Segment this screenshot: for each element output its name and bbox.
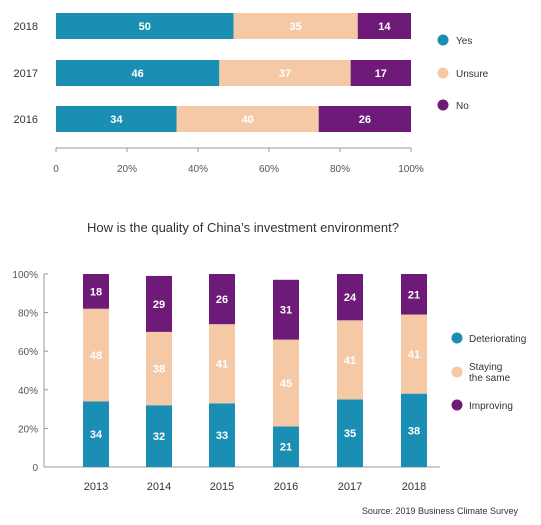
bottom-chart-title: How is the quality of China’s investment… [87, 220, 399, 235]
data-label-improving-2013: 18 [90, 286, 102, 298]
column-improving-2013 [83, 274, 109, 309]
data-label-deteriorating-2016: 21 [280, 442, 292, 454]
column-improving-2017 [337, 274, 363, 321]
bottom-y-tick-label-1: 20% [18, 424, 38, 435]
top-x-tick-label-2: 40% [188, 164, 208, 175]
legend-label-yes: Yes [456, 36, 472, 47]
bottom-stacked-column-chart: 0 20% 40% 60% 80% 100% 34 48 18 2013 32 38 29 2014 33 4… [12, 270, 526, 493]
data-label-improving-2016: 31 [280, 305, 292, 317]
bar-unsure-2016 [176, 106, 319, 132]
legend-marker-staying [451, 366, 463, 378]
bottom-y-tick-label-0: 0 [32, 463, 38, 474]
data-label-yes-2016: 34 [110, 114, 123, 126]
column-deteriorating-2014 [146, 405, 172, 467]
column-staying-2014 [146, 331, 172, 406]
bottom-y-tick-label-3: 60% [18, 347, 38, 358]
bottom-y-tick-label-4: 80% [18, 309, 38, 320]
data-label-yes-2017: 46 [132, 68, 144, 80]
x-tick-label-2016: 2016 [274, 481, 298, 493]
column-improving-2016 [273, 279, 299, 340]
data-label-staying-2015: 41 [216, 359, 228, 371]
column-staying-2013 [83, 308, 109, 402]
bar-no-2017 [350, 60, 411, 86]
bar-yes-2016 [56, 106, 177, 132]
row-label-2017: 2017 [14, 68, 38, 80]
data-label-staying-2014: 38 [153, 364, 165, 376]
bar-unsure-2018 [233, 13, 358, 39]
data-label-no-2016: 26 [359, 114, 371, 126]
bottom-y-tick-label-5: 100% [12, 270, 38, 281]
column-staying-2015 [209, 324, 235, 404]
bar-yes-2018 [56, 13, 234, 39]
data-label-unsure-2017: 37 [279, 68, 291, 80]
data-label-unsure-2016: 40 [242, 114, 254, 126]
legend-marker-unsure [437, 67, 449, 79]
column-deteriorating-2018 [401, 393, 427, 467]
data-label-staying-2018: 41 [408, 349, 420, 361]
bar-unsure-2017 [219, 60, 351, 86]
column-deteriorating-2013 [83, 401, 109, 467]
data-label-deteriorating-2017: 35 [344, 428, 356, 440]
data-label-improving-2014: 29 [153, 299, 165, 311]
column-staying-2017 [337, 320, 363, 400]
column-improving-2014 [146, 275, 172, 332]
data-label-staying-2013: 48 [90, 350, 102, 362]
x-tick-label-2014: 2014 [147, 481, 171, 493]
row-label-2018: 2018 [14, 21, 38, 33]
legend-label-deteriorating: Deteriorating [469, 334, 526, 345]
x-tick-label-2017: 2017 [338, 481, 362, 493]
x-tick-label-2015: 2015 [210, 481, 234, 493]
bar-no-2016 [318, 106, 411, 132]
data-label-yes-2018: 50 [139, 21, 151, 33]
data-label-deteriorating-2015: 33 [216, 430, 228, 442]
legend-marker-no [437, 99, 449, 111]
legend-label-no: No [456, 101, 469, 112]
top-x-tick-label-5: 100% [398, 164, 424, 175]
column-staying-2018 [401, 314, 427, 394]
legend-marker-improving [451, 399, 463, 411]
column-deteriorating-2015 [209, 403, 235, 467]
bar-yes-2017 [56, 60, 220, 86]
legend-label-unsure: Unsure [456, 69, 489, 80]
bar-no-2018 [357, 13, 411, 39]
data-label-staying-2017: 41 [344, 355, 356, 367]
column-deteriorating-2016 [273, 426, 299, 467]
x-tick-label-2018: 2018 [402, 481, 426, 493]
data-label-deteriorating-2014: 32 [153, 431, 165, 443]
data-label-deteriorating-2018: 38 [408, 425, 420, 437]
data-label-improving-2015: 26 [216, 294, 228, 306]
bottom-y-tick-label-2: 40% [18, 386, 38, 397]
legend-marker-deteriorating [451, 332, 463, 344]
data-label-improving-2017: 24 [344, 292, 357, 304]
top-x-tick-label-1: 20% [117, 164, 137, 175]
data-label-staying-2016: 45 [280, 378, 292, 390]
legend-label-staying: Staying the same [469, 362, 511, 384]
legend-label-improving: Improving [469, 401, 513, 412]
column-improving-2015 [209, 274, 235, 325]
legend-marker-yes [437, 34, 449, 46]
data-label-deteriorating-2013: 34 [90, 429, 103, 441]
data-label-unsure-2018: 35 [290, 21, 302, 33]
row-label-2016: 2016 [14, 114, 38, 126]
x-tick-label-2013: 2013 [84, 481, 108, 493]
data-label-improving-2018: 21 [408, 289, 420, 301]
column-deteriorating-2017 [337, 399, 363, 467]
data-label-no-2018: 14 [378, 21, 391, 33]
top-x-tick-label-0: 0 [53, 164, 59, 175]
top-stacked-bar-chart: 2018 50 35 14 2017 46 37 17 2016 34 40 26 0 20% 40% 60%… [14, 13, 489, 175]
data-label-no-2017: 17 [375, 68, 387, 80]
column-staying-2016 [273, 339, 299, 427]
top-x-tick-label-4: 80% [330, 164, 350, 175]
source-note: Source: 2019 Business Climate Survey [362, 506, 519, 516]
column-improving-2018 [401, 274, 427, 315]
top-x-tick-label-3: 60% [259, 164, 279, 175]
